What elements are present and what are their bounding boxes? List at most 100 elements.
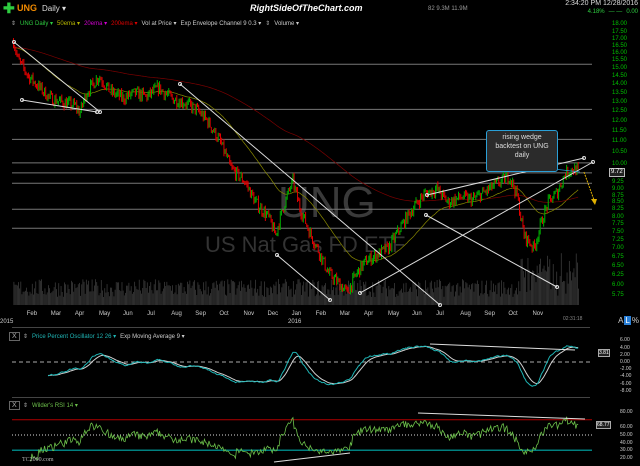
volume-bar — [28, 295, 30, 305]
volume-bar — [73, 291, 75, 305]
trendline-handle — [424, 213, 428, 217]
volume-bar — [97, 285, 99, 305]
volume-bar — [540, 258, 541, 305]
add-symbol-icon[interactable]: ✚ — [3, 0, 15, 16]
indicator-20ema[interactable]: 20ema ▾ — [84, 21, 108, 27]
indicator-ung-daily[interactable]: UNG Daily ▾ — [20, 21, 54, 27]
volume-toggle-icon[interactable]: ⇕ — [265, 21, 271, 27]
timeframe-dropdown[interactable]: Daily ▾ — [42, 4, 67, 13]
volume-bar — [562, 281, 563, 305]
date-axis-label: Dec — [267, 311, 279, 317]
volume-bar — [432, 288, 433, 305]
watermark-name: US Nat Gas FD ETF — [205, 232, 406, 257]
volume-bar — [24, 290, 26, 305]
volume-bar — [148, 292, 149, 305]
volume-bar — [574, 277, 576, 305]
ppo-signal-title[interactable]: Exp Moving Average 9 ▾ — [120, 334, 185, 340]
rsi-axis-label: 40.00 — [620, 439, 633, 446]
volume-bar — [358, 295, 360, 305]
volume-bar — [242, 287, 244, 305]
indicator-vol-at-price[interactable]: Vol at Price ▾ — [141, 21, 177, 27]
volume-bar — [559, 276, 561, 305]
rsi-move-icon[interactable]: ⇕ — [23, 403, 29, 409]
price-axis-label: 5.75 — [612, 291, 624, 298]
indicator-volume[interactable]: Volume ▾ — [274, 21, 299, 27]
volume-bar — [218, 290, 219, 305]
volume-bar — [102, 290, 103, 305]
volume-bar — [275, 281, 277, 305]
volume-bar — [29, 291, 31, 305]
volume-bar — [448, 283, 449, 305]
volume-bar — [90, 291, 92, 305]
volume-bar — [269, 286, 271, 305]
volume-bar — [131, 293, 133, 305]
volume-bar — [68, 288, 70, 305]
annotation-box[interactable]: rising wedge backtest on UNG daily — [486, 130, 558, 172]
volume-bar — [404, 292, 406, 305]
volume-bar — [266, 287, 268, 305]
volume-bar — [330, 279, 332, 305]
volume-bar — [135, 286, 137, 305]
volume-bar — [274, 285, 276, 305]
symbol-label[interactable]: UNG — [17, 3, 37, 13]
volume-bar — [151, 290, 153, 305]
rsi-title[interactable]: Wilder's RSI 14 ▾ — [32, 403, 78, 409]
volume-bar — [576, 262, 578, 305]
volume-bar — [59, 295, 61, 305]
indicator-50ema[interactable]: 50ema ▾ — [57, 21, 81, 27]
volume-bar — [333, 287, 334, 305]
indicator-envelope[interactable]: Exp Envelope Channel 9 0.3 ▾ — [180, 21, 262, 27]
volume-bar — [368, 291, 370, 305]
volume-bar — [348, 280, 349, 305]
volume-bar — [87, 284, 88, 305]
volume-bar — [482, 294, 484, 305]
ppo-title[interactable]: Price Percent Oscillator 12 26 ▾ — [32, 334, 117, 340]
volume-bar — [528, 269, 530, 305]
volume-bar — [435, 287, 437, 305]
ppo-axis-label: -2.00 — [620, 366, 632, 373]
volume-bar — [107, 292, 109, 305]
volume-bar — [126, 285, 127, 305]
volume-bar — [115, 282, 117, 305]
ppo-axis-label: 6.00 — [620, 337, 630, 344]
rsi-close-button[interactable]: X — [9, 401, 20, 410]
volume-bar — [125, 292, 126, 305]
volume-bar — [542, 268, 544, 305]
volume-bar — [191, 285, 193, 305]
volume-bar — [496, 294, 498, 305]
volume-bar — [108, 296, 110, 305]
volume-bar — [502, 293, 504, 305]
date-axis-label: Mar — [50, 311, 62, 317]
volume-bar — [549, 259, 551, 305]
layout-toggle-icon[interactable]: ⇕ — [11, 21, 17, 27]
volume-bar — [553, 284, 555, 305]
volume-bar — [271, 287, 272, 305]
volume-bar — [398, 291, 400, 305]
ppo-move-icon[interactable]: ⇕ — [23, 334, 29, 340]
scale-log-button[interactable]: L — [624, 316, 631, 325]
volume-bar — [394, 283, 395, 305]
price-axis-label: 7.75 — [612, 221, 624, 228]
volume-bar — [103, 296, 104, 305]
volume-bar — [507, 287, 509, 305]
volume-bar — [434, 281, 436, 305]
volume-bar — [409, 288, 410, 305]
volume-bar — [392, 288, 394, 305]
indicator-200ema[interactable]: 200ema ▾ — [111, 21, 138, 27]
volume-bar — [407, 291, 409, 305]
volume-bar — [375, 286, 377, 305]
tc2000-footer: TC2000.com — [22, 457, 54, 463]
volume-bar — [259, 285, 261, 305]
trendline-handle — [95, 110, 99, 114]
scale-percent-button[interactable]: % — [631, 316, 639, 325]
volume-bar — [217, 284, 218, 305]
volume-bar — [568, 260, 570, 305]
date-axis-label: Aug — [460, 311, 471, 317]
volume-bar — [388, 286, 390, 305]
volume-bar — [369, 291, 371, 305]
ppo-close-button[interactable]: X — [9, 332, 20, 341]
scale-auto-button[interactable]: A — [618, 316, 624, 325]
volume-bar — [418, 281, 420, 305]
price-axis-label: 11.50 — [612, 127, 627, 134]
